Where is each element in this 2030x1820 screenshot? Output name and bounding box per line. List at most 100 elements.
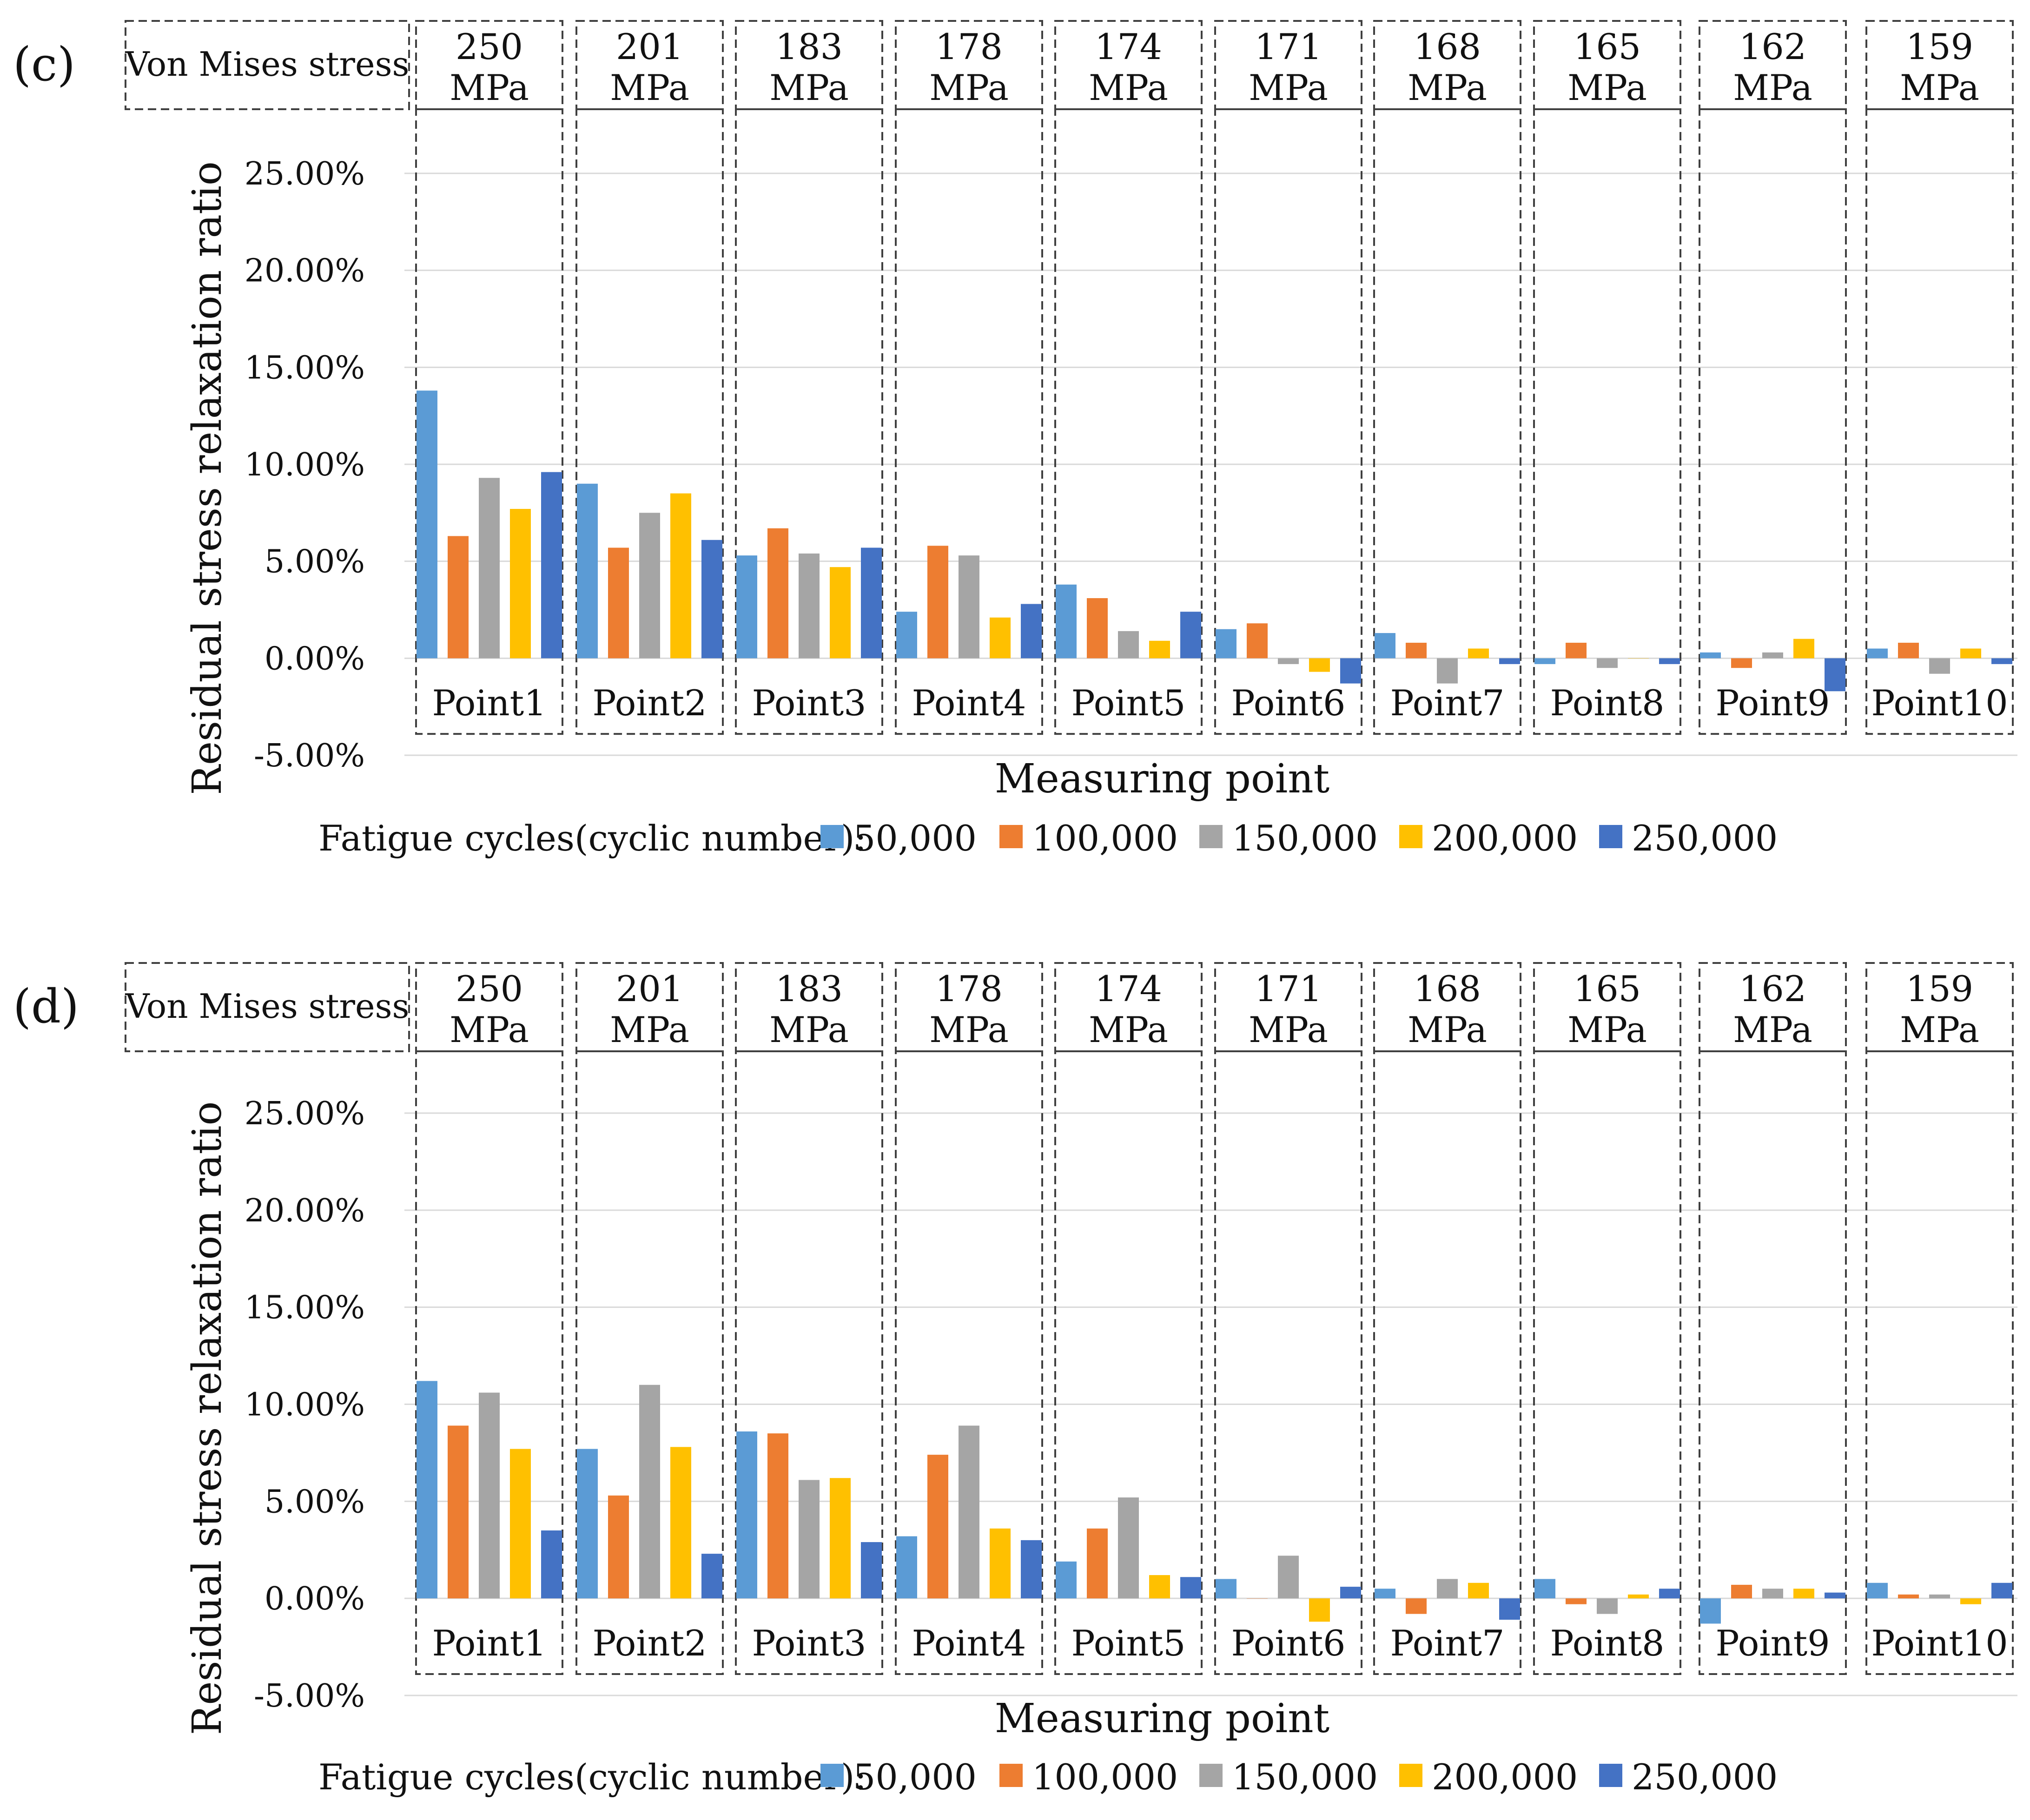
bar-250000-point10 (1991, 1583, 2012, 1599)
stress-header-box (1533, 20, 1681, 110)
point-column-box (735, 1050, 883, 1675)
bar-250000-point5 (1180, 612, 1201, 659)
legend-label: 100,000 (1032, 1756, 1178, 1798)
legend-swatch (1199, 825, 1223, 848)
chart-panel-2: -5.00% 0.00% 5.00% 10.00% 15.00% 20.00% 25.00%… (13, 962, 2017, 1798)
bar-200000-point7 (1468, 1583, 1489, 1599)
y-tick-label: -5.00% (254, 1678, 365, 1714)
category-label: Point1 (432, 1622, 547, 1664)
stress-header-box (895, 20, 1043, 110)
bar-250000-point3 (861, 1542, 882, 1599)
bar-150000-point2 (639, 1385, 660, 1599)
bar-200000-point9 (1793, 1589, 1814, 1599)
bar-50000-point6 (1216, 629, 1237, 659)
bar-150000-point8 (1597, 1598, 1618, 1614)
bar-50000-point7 (1375, 1589, 1395, 1599)
stress-header-box (1533, 962, 1681, 1052)
legend-swatch (1599, 1764, 1622, 1787)
bar-50000-point2 (577, 483, 598, 659)
bar-50000-point8 (1534, 1579, 1555, 1599)
category-label: Point4 (912, 682, 1026, 724)
stress-unit: MPa (1567, 1009, 1647, 1050)
point-column-box (415, 108, 563, 735)
stress-unit: MPa (1733, 67, 1812, 108)
bar-200000-point8 (1628, 1594, 1649, 1599)
bar-250000-point2 (701, 540, 722, 659)
bar-50000-point4 (896, 1536, 917, 1599)
legend-label: 200,000 (1432, 1756, 1578, 1798)
stress-value: 250 (456, 26, 523, 67)
y-tick-label: 10.00% (245, 447, 365, 483)
bar-150000-point6 (1278, 658, 1299, 664)
point-column-box (1214, 1050, 1362, 1675)
bar-200000-point5 (1149, 640, 1170, 659)
bar-150000-point6 (1278, 1556, 1299, 1599)
panel-label: (c) (13, 37, 75, 92)
bar-200000-point8 (1628, 658, 1649, 659)
stress-unit: MPa (929, 67, 1009, 108)
bar-100000-point5 (1087, 1528, 1108, 1599)
chart-panel-1: -5.00% 0.00% 5.00% 10.00% 15.00% 20.00% 25.00%… (13, 20, 2017, 859)
bar-250000-point8 (1659, 658, 1680, 664)
stress-unit: MPa (929, 1009, 1009, 1050)
category-label: Point3 (752, 682, 866, 724)
bar-50000-point1 (417, 390, 437, 659)
bar-150000-point10 (1929, 1594, 1950, 1599)
stress-unit: MPa (1249, 67, 1328, 108)
category-label: Point1 (432, 682, 547, 724)
bar-250000-point10 (1991, 658, 2012, 664)
stress-unit: MPa (769, 67, 849, 108)
y-axis-label: Residual stress relaxation ratio (184, 1101, 231, 1735)
bar-150000-point1 (479, 478, 500, 659)
point-column-box (1054, 108, 1203, 735)
bar-150000-point8 (1597, 658, 1618, 668)
stress-unit: MPa (1089, 67, 1168, 108)
bar-250000-point6 (1340, 1587, 1361, 1599)
y-tick-label: 0.00% (264, 640, 365, 677)
stress-value: 183 (775, 26, 843, 67)
category-label: Point2 (593, 682, 707, 724)
bar-50000-point10 (1867, 1583, 1888, 1599)
stress-header-box (1699, 962, 1847, 1052)
bar-150000-point3 (799, 553, 820, 659)
bar-100000-point4 (927, 1455, 948, 1599)
stress-unit: MPa (1089, 1009, 1168, 1050)
stress-unit: MPa (610, 1009, 689, 1050)
point-column-box (735, 108, 883, 735)
legend-swatch (1399, 1764, 1422, 1787)
stress-header-box (1373, 20, 1521, 110)
bar-150000-point7 (1437, 658, 1458, 684)
bar-200000-point4 (990, 1528, 1011, 1599)
stress-value: 174 (1095, 968, 1162, 1009)
bar-250000-point4 (1021, 604, 1042, 659)
bar-100000-point3 (767, 528, 788, 659)
category-label: Point7 (1390, 1622, 1505, 1664)
point-column-box (1214, 108, 1362, 735)
category-label: Point9 (1716, 1622, 1830, 1664)
header-label-box (125, 20, 410, 110)
bar-150000-point2 (639, 513, 660, 659)
bar-250000-point2 (701, 1554, 722, 1599)
bar-250000-point9 (1825, 658, 1845, 692)
bar-50000-point3 (736, 1431, 757, 1599)
bar-250000-point5 (1180, 1577, 1201, 1599)
category-label: Point9 (1716, 682, 1830, 724)
bar-150000-point4 (959, 555, 979, 659)
stress-unit: MPa (1900, 67, 1979, 108)
bar-50000-point10 (1867, 648, 1888, 659)
legend-label: 150,000 (1232, 818, 1378, 859)
bar-100000-point9 (1731, 1584, 1752, 1599)
legend-label: 250,000 (1632, 1756, 1778, 1798)
bar-50000-point6 (1216, 1579, 1237, 1599)
bar-200000-point6 (1309, 1598, 1330, 1622)
bar-250000-point6 (1340, 658, 1361, 684)
bar-250000-point1 (541, 472, 562, 659)
stress-unit: MPa (1408, 1009, 1487, 1050)
bar-250000-point4 (1021, 1540, 1042, 1599)
legend-swatch (820, 1764, 844, 1787)
bar-100000-point4 (927, 546, 948, 659)
stress-header-box (895, 962, 1043, 1052)
bar-250000-point7 (1499, 658, 1520, 664)
